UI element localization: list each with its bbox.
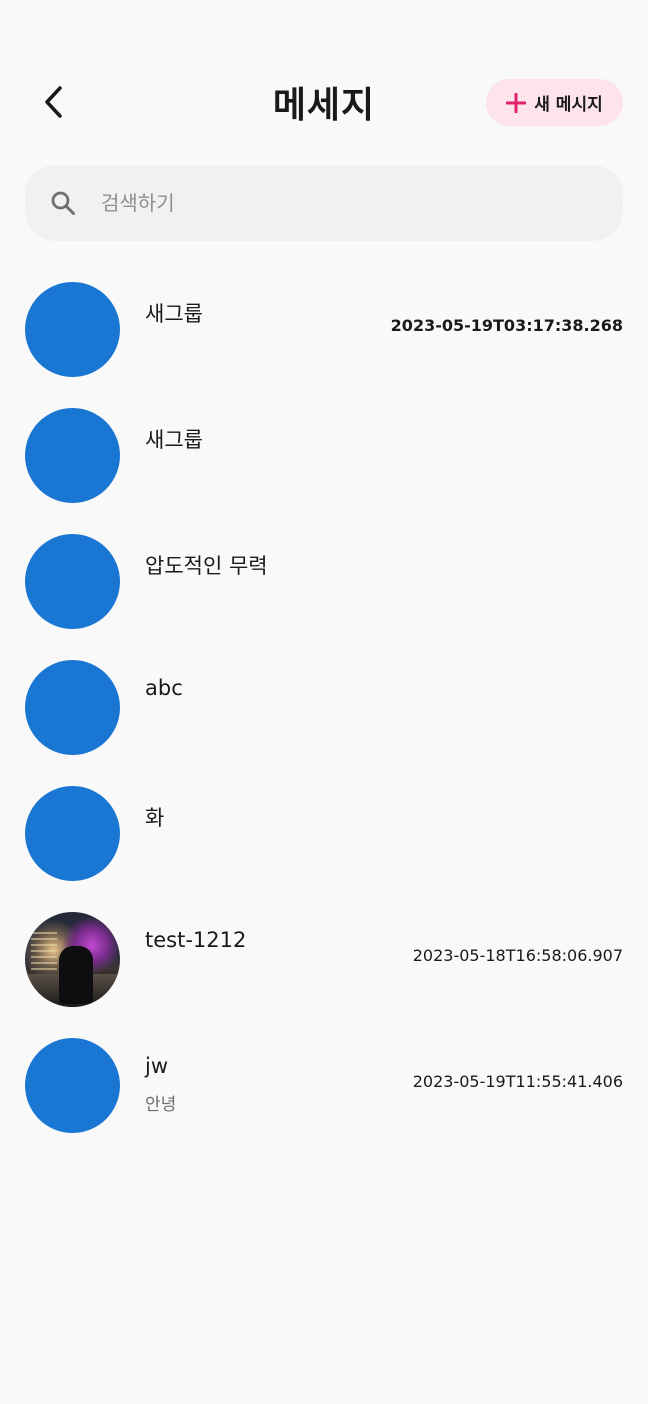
photo-person — [59, 946, 93, 1004]
search-icon — [49, 189, 77, 217]
avatar-photo — [25, 912, 120, 1007]
conversation-name: 화 — [145, 806, 165, 830]
conversation-list: 새그룹 2023-05-19T03:17:38.268 새그룹 압도적인 무력 … — [0, 278, 648, 1160]
new-message-label: 새 메시지 — [534, 95, 603, 115]
back-button[interactable] — [30, 78, 78, 126]
avatar — [25, 1038, 120, 1133]
header: 메세지 새 메시지 — [0, 0, 648, 241]
conversation-name: 압도적인 무력 — [145, 554, 268, 578]
conversation-row[interactable]: 새그룹 — [0, 404, 648, 530]
conversation-row[interactable]: test-1212 2023-05-18T16:58:06.907 — [0, 908, 648, 1034]
conversation-row[interactable]: jw 안녕 2023-05-19T11:55:41.406 — [0, 1034, 648, 1160]
photo-lights — [31, 932, 57, 972]
conversation-name: test-1212 — [145, 928, 247, 952]
conversation-name: abc — [145, 676, 183, 700]
avatar — [25, 786, 120, 881]
search-input[interactable] — [99, 190, 563, 216]
search-bar[interactable] — [25, 165, 623, 241]
conversation-time: 2023-05-19T11:55:41.406 — [412, 1072, 623, 1091]
avatar — [25, 282, 120, 377]
avatar — [25, 534, 120, 629]
conversation-preview: 안녕 — [145, 1095, 177, 1115]
conversation-name: jw — [145, 1054, 169, 1078]
conversation-time: 2023-05-19T03:17:38.268 — [390, 316, 623, 335]
conversation-row[interactable]: 새그룹 2023-05-19T03:17:38.268 — [0, 278, 648, 404]
chevron-left-icon — [45, 86, 62, 118]
conversation-name: 새그룹 — [145, 428, 203, 452]
avatar — [25, 408, 120, 503]
plus-icon — [506, 92, 527, 113]
conversation-row[interactable]: abc — [0, 656, 648, 782]
conversation-time: 2023-05-18T16:58:06.907 — [412, 946, 623, 965]
new-message-button[interactable]: 새 메시지 — [486, 79, 623, 126]
conversation-name: 새그룹 — [145, 302, 203, 326]
avatar — [25, 660, 120, 755]
conversation-row[interactable]: 화 — [0, 782, 648, 908]
conversation-row[interactable]: 압도적인 무력 — [0, 530, 648, 656]
